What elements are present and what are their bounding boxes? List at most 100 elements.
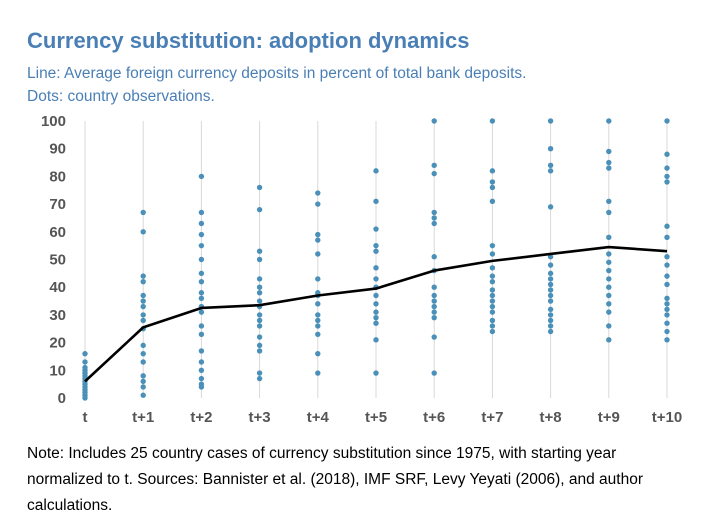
observation-dot	[606, 198, 612, 205]
observation-dot	[315, 317, 321, 324]
observation-dot	[140, 229, 146, 235]
y-tick-label: 40	[49, 279, 66, 296]
observation-dot	[256, 312, 263, 318]
observation-dot	[198, 290, 205, 296]
x-tick-label: t+1	[132, 409, 154, 426]
observation-dot	[256, 256, 263, 263]
observation-dot	[315, 312, 321, 318]
observation-dot	[489, 287, 496, 293]
observation-dot	[315, 237, 321, 243]
observation-dot	[82, 359, 88, 365]
y-tick-label: 90	[49, 141, 66, 158]
observation-dot	[256, 276, 263, 282]
observation-dot	[198, 173, 205, 180]
x-tick-label: t+9	[598, 409, 620, 426]
observation-dot	[373, 276, 379, 282]
observation-dot	[256, 334, 263, 340]
observation-dot	[256, 290, 263, 296]
observation-dot	[431, 162, 437, 169]
observation-dot	[198, 256, 205, 263]
observation-dot	[256, 317, 263, 324]
subtitle-line-2: Dots: country observations.	[27, 88, 215, 105]
observation-dot	[664, 295, 670, 301]
observation-dot	[606, 309, 612, 315]
average-line	[84, 245, 668, 383]
observation-dot	[256, 348, 263, 354]
observation-dot	[431, 370, 437, 376]
observation-dot	[547, 204, 554, 210]
observation-dot	[489, 328, 496, 335]
y-tick-label: 50	[49, 252, 66, 269]
observation-dot	[489, 292, 496, 299]
observation-dot	[315, 350, 321, 357]
observation-dot	[606, 292, 612, 299]
observation-dot	[664, 337, 670, 343]
observation-dot	[198, 309, 205, 315]
observation-dot	[198, 270, 205, 277]
observation-dot	[489, 179, 496, 185]
observation-dot	[664, 223, 670, 229]
x-tick-label: t+10	[652, 409, 682, 426]
y-tick-label: 0	[58, 390, 66, 407]
observation-dot	[547, 312, 554, 318]
observation-dot	[431, 254, 437, 260]
observation-dot	[140, 317, 146, 324]
observation-dot	[431, 170, 437, 177]
x-tick-label: t+2	[190, 409, 212, 426]
y-tick-label: 20	[49, 335, 66, 352]
observation-dot	[256, 342, 263, 349]
observation-dot	[373, 198, 379, 205]
observation-dot	[489, 273, 496, 279]
observation-dot	[315, 190, 321, 196]
y-tick-label: 10	[49, 362, 66, 379]
observation-dot	[140, 392, 146, 398]
observation-dot	[256, 370, 263, 376]
observation-dot	[606, 337, 612, 343]
observation-dot	[140, 373, 146, 379]
observation-dot	[606, 284, 612, 290]
observation-dot	[373, 370, 379, 376]
observation-dot	[198, 242, 205, 249]
y-tick-label: 60	[49, 224, 66, 241]
observation-dot	[489, 298, 496, 304]
observation-dot	[140, 384, 146, 390]
grid-lines	[84, 121, 668, 398]
observation-dot	[256, 375, 263, 382]
observation-dot	[140, 292, 146, 299]
observation-dot	[606, 276, 612, 282]
y-tick-label: 100	[41, 113, 66, 130]
observation-dot	[606, 267, 612, 274]
observation-dot	[489, 251, 496, 257]
observation-dot	[489, 242, 496, 249]
y-tick-label: 80	[49, 168, 66, 185]
subtitle-line-1: Line: Average foreign currency deposits …	[27, 65, 527, 82]
observation-dot	[489, 323, 496, 329]
observation-dot	[489, 309, 496, 315]
observation-dot	[664, 281, 670, 288]
observation-dot	[256, 284, 263, 290]
observation-dot	[198, 348, 205, 354]
observation-dot	[373, 226, 379, 232]
observation-dot	[664, 306, 670, 313]
x-tick-label: t+6	[423, 409, 445, 426]
observation-dot	[198, 220, 205, 227]
chart-subtitle: Line: Average foreign currency deposits …	[27, 62, 526, 108]
observation-dot	[198, 359, 205, 365]
observation-dot	[431, 209, 437, 216]
observation-dot	[664, 320, 670, 326]
observation-dot	[373, 337, 379, 343]
observation-dot	[373, 248, 379, 254]
observation-dot	[198, 278, 205, 285]
observation-dot	[664, 151, 670, 157]
observation-dot	[431, 309, 437, 315]
observation-dot	[431, 215, 437, 221]
observation-dot	[606, 165, 612, 171]
x-tick-label: t+7	[481, 409, 503, 426]
observation-dot	[664, 173, 670, 180]
observation-dot	[664, 328, 670, 335]
x-tick-label: t+8	[540, 409, 562, 426]
y-tick-label: 30	[49, 307, 66, 324]
observation-dot	[547, 292, 554, 299]
observation-dot	[547, 306, 554, 313]
